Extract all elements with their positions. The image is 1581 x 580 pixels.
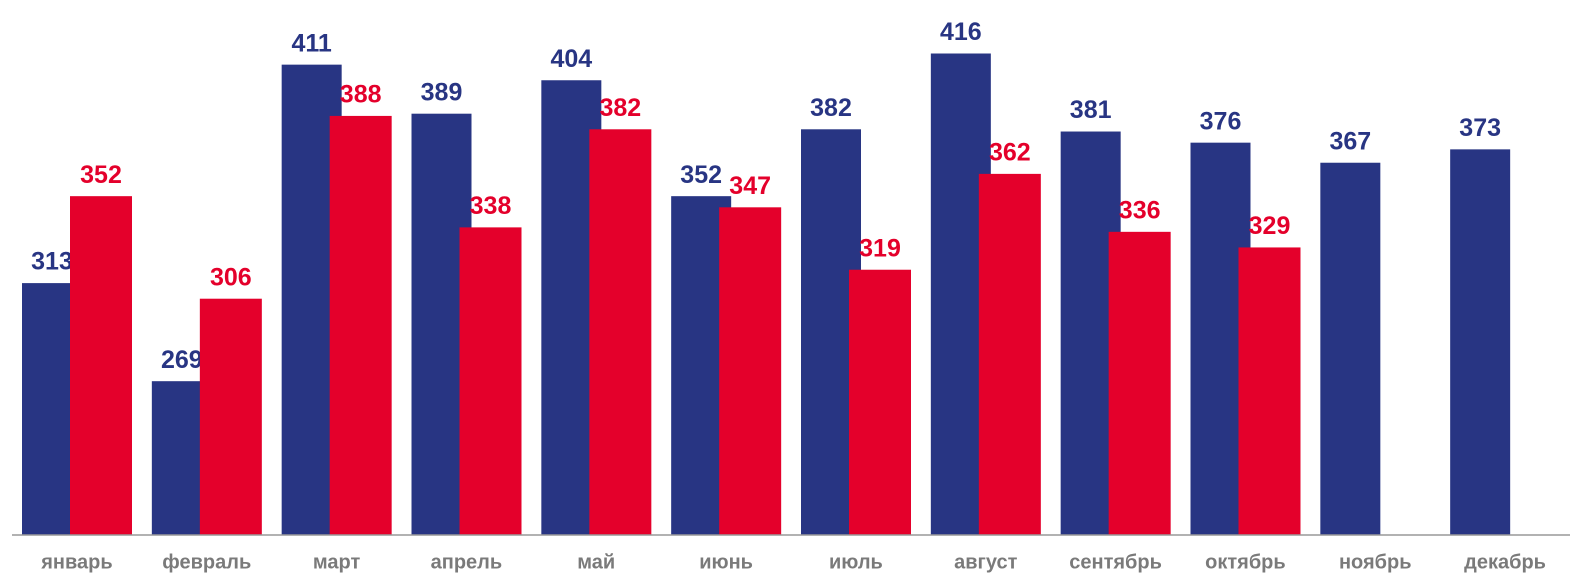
data-label: 319 — [859, 234, 901, 262]
data-label: 306 — [210, 263, 252, 291]
data-label: 381 — [1070, 96, 1112, 124]
data-label: 382 — [810, 94, 852, 122]
x-tick-label: февраль — [162, 551, 251, 573]
x-tick-label: январь — [40, 551, 112, 573]
data-label: 352 — [80, 161, 122, 189]
x-tick-label: июнь — [699, 551, 753, 573]
x-tick-label: апрель — [431, 551, 503, 573]
bar — [719, 207, 782, 535]
data-label: 347 — [729, 172, 771, 200]
bar — [1238, 247, 1301, 535]
bar — [70, 196, 132, 535]
x-tick-label: декабрь — [1464, 551, 1546, 573]
data-label: 382 — [599, 94, 641, 122]
data-label: 416 — [940, 18, 982, 46]
data-label: 269 — [161, 346, 203, 374]
data-label: 336 — [1119, 196, 1161, 224]
bar — [1108, 231, 1171, 536]
data-label: 376 — [1200, 107, 1242, 135]
data-label: 313 — [31, 248, 73, 276]
data-label: 338 — [470, 192, 512, 220]
data-label: 352 — [680, 161, 722, 189]
bar — [1320, 162, 1381, 535]
x-tick-label: ноябрь — [1339, 551, 1412, 573]
data-label: 362 — [989, 138, 1031, 166]
x-tick-label: сентябрь — [1069, 551, 1162, 573]
x-tick-label: октябрь — [1205, 551, 1286, 573]
x-tick-label: май — [577, 551, 615, 573]
data-label: 411 — [291, 29, 331, 57]
bar — [849, 269, 911, 535]
bar — [199, 298, 262, 535]
x-tick-label: июль — [829, 551, 883, 573]
bar — [1450, 149, 1511, 535]
data-label: 388 — [340, 81, 382, 109]
data-label: 367 — [1329, 127, 1371, 155]
bar — [978, 173, 1041, 535]
bar — [589, 129, 652, 535]
bar — [329, 115, 392, 536]
data-label: 404 — [550, 45, 592, 73]
bar — [459, 227, 522, 535]
data-label: 389 — [421, 78, 463, 106]
data-label: 373 — [1459, 114, 1501, 142]
data-label: 329 — [1249, 212, 1291, 240]
x-tick-label: август — [954, 551, 1017, 573]
x-tick-label: март — [313, 551, 361, 573]
